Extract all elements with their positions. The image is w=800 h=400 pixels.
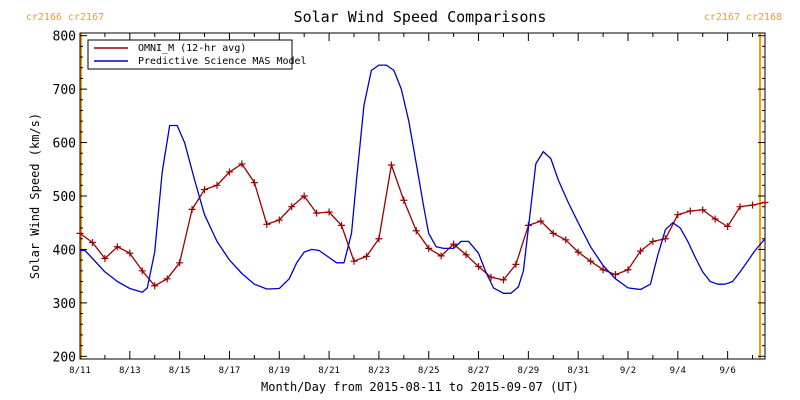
x-tick-label: 8/19: [268, 366, 290, 376]
x-tick-label: 8/29: [518, 366, 540, 376]
x-tick-label: 8/21: [318, 366, 340, 376]
x-tick-label: 8/11: [69, 366, 91, 376]
series-point-omni: [537, 217, 545, 225]
series-line-mas: [80, 64, 766, 294]
y-tick-label: 500: [53, 190, 76, 205]
series-point-omni: [201, 186, 209, 194]
series-point-omni: [437, 252, 445, 260]
x-tick-label: 8/25: [418, 366, 440, 376]
series-point-omni: [375, 235, 383, 243]
series-point-omni: [188, 205, 196, 213]
series-point-omni: [176, 259, 184, 267]
series-point-omni: [724, 222, 732, 230]
carrington-label-right: cr2168: [746, 12, 782, 23]
series-point-omni: [711, 215, 719, 223]
series-point-omni: [462, 251, 470, 259]
series-point-omni: [263, 220, 271, 228]
series-point-omni: [151, 282, 159, 290]
series-point-omni: [338, 221, 346, 229]
carrington-label-left: cr2166: [26, 12, 62, 23]
series-line-omni: [79, 163, 766, 287]
x-tick-label: 9/4: [670, 366, 686, 376]
x-tick-label: 8/17: [219, 366, 241, 376]
y-tick-label: 300: [53, 297, 76, 312]
x-tick-label: 9/6: [720, 366, 736, 376]
x-tick-label: 8/31: [567, 366, 589, 376]
y-tick-label: 200: [53, 350, 76, 365]
series-point-omni: [736, 203, 744, 211]
series-point-omni: [238, 160, 246, 168]
series-point-omni: [699, 206, 707, 214]
y-tick-label: 800: [53, 30, 76, 45]
series-point-omni: [499, 276, 507, 284]
x-tick-label: 8/15: [169, 366, 191, 376]
series-point-omni: [412, 227, 420, 235]
series-point-omni: [512, 260, 520, 268]
series-point-omni: [562, 236, 570, 244]
series-point-omni: [250, 179, 258, 187]
y-tick-label: 700: [53, 83, 76, 98]
x-axis-label: Month/Day from 2015-08-11 to 2015-09-07 …: [261, 380, 579, 394]
series-point-omni: [475, 263, 483, 271]
y-tick-label: 400: [53, 243, 76, 258]
series-point-omni: [425, 244, 433, 252]
series-point-omni: [213, 181, 221, 189]
y-tick-label: 600: [53, 137, 76, 152]
series-point-omni: [138, 267, 146, 275]
series-point-omni: [549, 229, 557, 237]
series-point-omni: [450, 240, 458, 248]
series-point-omni: [636, 247, 644, 255]
series-point-omni: [350, 257, 358, 265]
series-point-omni: [362, 252, 370, 260]
legend-label-omni: OMNI_M (12-hr avg): [138, 43, 246, 54]
series-point-omni: [400, 196, 408, 204]
series-point-omni: [88, 238, 96, 246]
series-point-omni: [288, 203, 296, 211]
carrington-label-left: cr2167: [704, 12, 740, 23]
x-tick-label: 8/13: [119, 366, 141, 376]
series-point-omni: [387, 161, 395, 169]
series-point-omni: [686, 207, 694, 215]
series-point-omni: [126, 249, 134, 257]
series-point-omni: [101, 255, 109, 263]
series-point-omni: [624, 266, 632, 274]
series-point-omni: [599, 266, 607, 274]
series-point-omni: [325, 208, 333, 216]
carrington-label-right: cr2167: [68, 12, 104, 23]
series-point-omni: [163, 275, 171, 283]
series-point-omni: [76, 229, 84, 237]
series-point-omni: [749, 201, 757, 209]
series-point-omni: [674, 211, 682, 219]
series-point-omni: [649, 237, 657, 245]
legend-label-mas: Predictive Science MAS Model: [138, 56, 307, 67]
x-tick-label: 8/23: [368, 366, 390, 376]
series-point-omni: [574, 248, 582, 256]
legend: OMNI_M (12-hr avg) Predictive Science MA…: [87, 39, 307, 70]
series-point-omni: [313, 209, 321, 217]
series-point-omni: [225, 168, 233, 176]
series-layer: [76, 64, 769, 294]
y-axis-label: Solar Wind Speed (km/s): [28, 113, 42, 279]
axes: 200 300 400 500 600 700 800 8/11 8/13 8/15 8/17 8/1…: [53, 30, 766, 376]
legend-box: [87, 39, 293, 70]
series-point-omni: [300, 192, 308, 200]
series-point-omni: [761, 198, 769, 206]
series-point-omni: [587, 257, 595, 265]
series-point-omni: [612, 271, 620, 279]
series-point-omni: [275, 216, 283, 224]
chart-title: Solar Wind Speed Comparisons: [294, 8, 547, 26]
x-tick-label: 8/27: [468, 366, 490, 376]
x-tick-label: 9/2: [620, 366, 636, 376]
series-point-omni: [113, 243, 121, 251]
